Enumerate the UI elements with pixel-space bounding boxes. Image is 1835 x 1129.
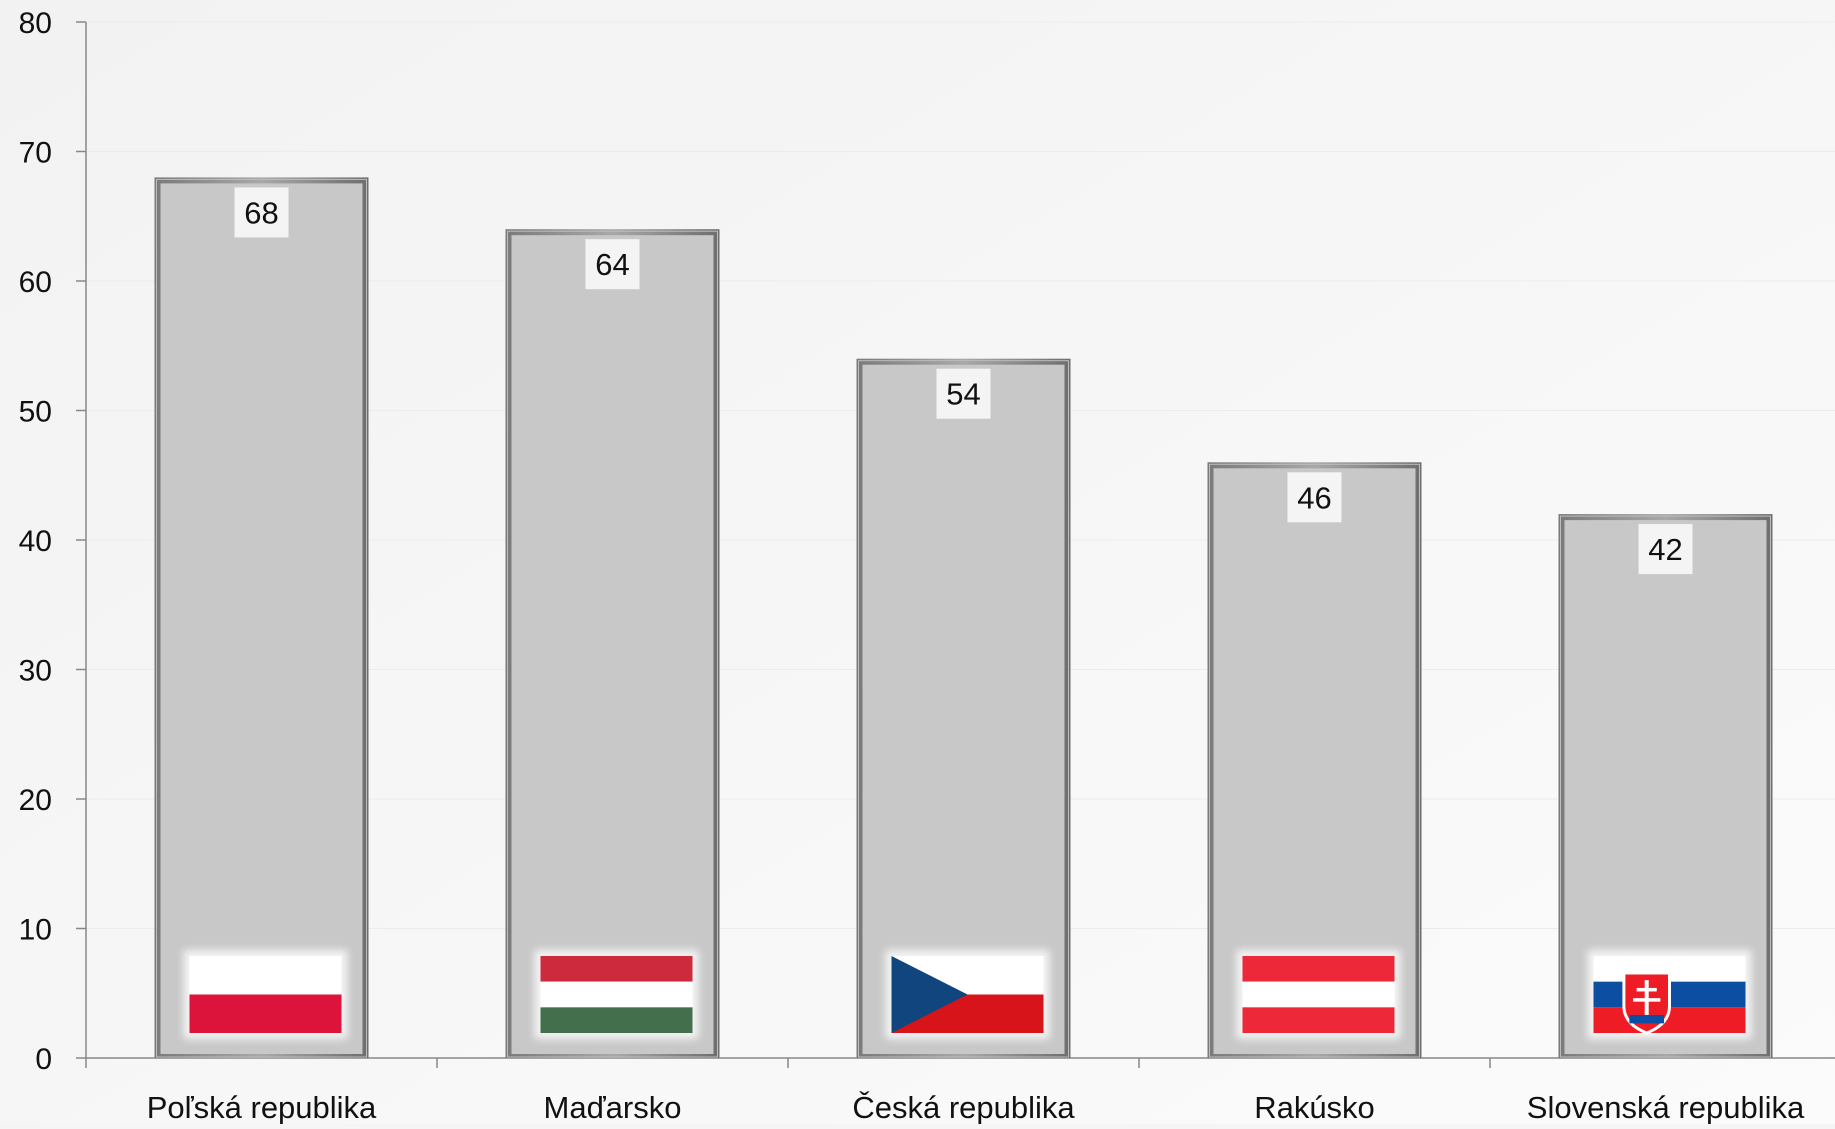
y-tick-label: 40 [19, 525, 52, 558]
x-tick-label: Česká republika [852, 1090, 1075, 1124]
y-tick-label: 70 [19, 137, 52, 170]
coat-of-arms-hills [1629, 1014, 1665, 1024]
y-tick-label: 50 [19, 396, 52, 429]
flag-stripe [189, 994, 342, 1033]
bar-bevel [1560, 515, 1771, 1058]
bar-bevel [858, 360, 1069, 1058]
bar-bevel [1209, 463, 1420, 1058]
bar-group: 68 [154, 177, 369, 1058]
flag-triangle [891, 956, 968, 1033]
bar-group: 64 [505, 229, 720, 1058]
x-tick-label: Slovenská republika [1527, 1090, 1805, 1124]
flag-stripe [1242, 981, 1395, 1008]
bar-face [160, 183, 363, 1054]
flag-stripe [540, 1007, 693, 1033]
bar-face [862, 364, 1065, 1054]
data-label: 42 [1648, 532, 1682, 567]
y-tick-label: 10 [19, 914, 52, 947]
data-label-box [936, 368, 991, 419]
y-tick-label: 30 [19, 655, 52, 688]
bar-bevel [507, 230, 718, 1058]
y-tick-label: 60 [19, 266, 52, 299]
data-label: 46 [1297, 480, 1331, 515]
data-label-box [1287, 472, 1342, 523]
bar-group: 54 [856, 358, 1071, 1058]
flag-czech-icon [891, 956, 1044, 1033]
data-label: 68 [244, 195, 278, 230]
data-label-box [1638, 524, 1693, 575]
coat-of-arms-cross [1633, 998, 1661, 1002]
flag-poland-icon [189, 956, 342, 1033]
flag-stripe [540, 981, 693, 1008]
flag-slovakia-icon [1593, 956, 1746, 1035]
flag-stripe [540, 956, 693, 982]
data-label-box [234, 187, 289, 238]
y-tick-label: 20 [19, 784, 52, 817]
data-label: 64 [595, 247, 629, 282]
axes: 0 10 20 30 40 50 60 70 80 Poľská republika Maďarsk… [19, 7, 1835, 1125]
data-label-box [585, 239, 640, 290]
bar-group: 42 [1558, 514, 1773, 1058]
coat-of-arms-cross [1636, 987, 1657, 992]
x-tick-label: Poľská republika [147, 1090, 377, 1124]
flag-austria-icon [1242, 956, 1395, 1033]
x-tick-label: Maďarsko [544, 1090, 682, 1124]
data-label: 54 [946, 377, 980, 412]
y-tick-label: 0 [35, 1043, 52, 1076]
bar-group: 46 [1207, 462, 1422, 1058]
bar-face [511, 235, 714, 1054]
flag-stripe [189, 956, 342, 995]
bar-bevel [156, 178, 367, 1058]
y-tick-label: 80 [19, 7, 52, 40]
flag-hungary-icon [540, 956, 693, 1033]
bars: 68 64 54 46 42 [154, 177, 1773, 1058]
x-tick-label: Rakúsko [1254, 1090, 1375, 1124]
flag-stripe [1242, 956, 1395, 982]
flag-stripe [1242, 1007, 1395, 1033]
